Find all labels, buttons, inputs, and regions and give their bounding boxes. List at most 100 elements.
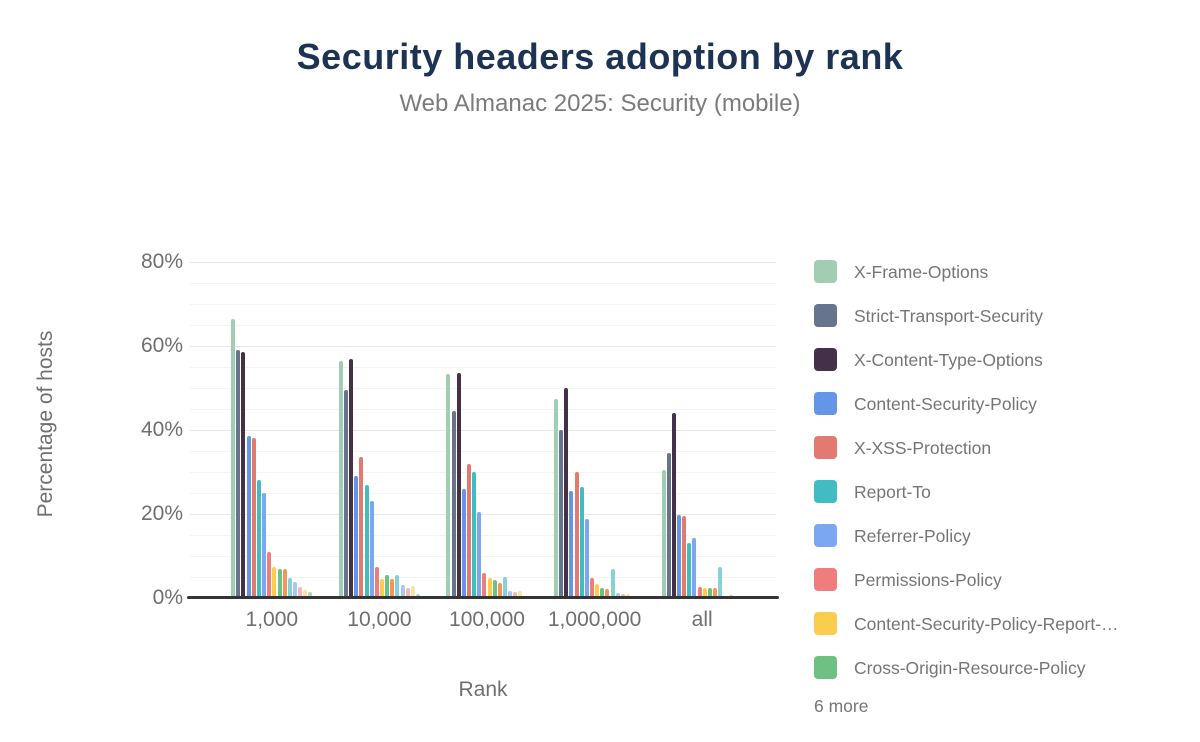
- bar-more-10-1-000[interactable]: [282, 568, 287, 598]
- bar-more-14-1-000[interactable]: [303, 590, 308, 598]
- bar-x-xss-protection-1-000-000[interactable]: [574, 472, 579, 598]
- bar-permissions-policy-all[interactable]: [697, 586, 702, 598]
- bar-content-security-policy-report-all[interactable]: [702, 588, 707, 598]
- bar-strict-transport-security-1-000[interactable]: [236, 350, 241, 598]
- x-tick-label-1-000: 1,000: [245, 608, 299, 631]
- bar-x-xss-protection-10-000[interactable]: [359, 457, 364, 598]
- x-tick-label-100-000: 100,000: [449, 608, 525, 631]
- gridline: [190, 304, 776, 305]
- bar-cross-origin-resource-policy-100-000[interactable]: [492, 579, 497, 598]
- bar-x-content-type-options-100-000[interactable]: [456, 372, 461, 598]
- bar-more-13-100-000[interactable]: [513, 592, 518, 598]
- bar-content-security-policy-report-1-000-000[interactable]: [595, 584, 600, 598]
- bar-cross-origin-resource-policy-1-000-000[interactable]: [600, 587, 605, 598]
- bar-more-11-100-000[interactable]: [503, 576, 508, 598]
- gridline: [190, 493, 776, 494]
- x-tick-label-1-000-000: 1,000,000: [547, 608, 642, 631]
- bar-report-to-1-000-000[interactable]: [579, 486, 584, 598]
- bar-cross-origin-resource-policy-all[interactable]: [707, 588, 712, 598]
- bar-strict-transport-security-100-000[interactable]: [451, 411, 456, 598]
- bar-more-12-1-000[interactable]: [292, 581, 297, 598]
- legend-item-content-security-policy-report[interactable]: Content-Security-Policy-Report-…: [814, 612, 1194, 636]
- bar-more-14-100-000[interactable]: [518, 590, 523, 598]
- bar-more-10-10-000[interactable]: [390, 579, 395, 598]
- legend-item-report-to[interactable]: Report-To: [814, 480, 1194, 504]
- bar-content-security-policy-1-000-000[interactable]: [569, 490, 574, 598]
- bar-content-security-policy-1-000[interactable]: [246, 436, 251, 598]
- y-tick-label: 60%: [140, 334, 183, 357]
- bar-strict-transport-security-all[interactable]: [666, 453, 671, 598]
- bar-content-security-policy-report-100-000[interactable]: [487, 577, 492, 598]
- bar-content-security-policy-100-000[interactable]: [461, 488, 466, 598]
- y-axis-title: Percentage of hosts: [34, 330, 57, 518]
- bar-content-security-policy-10-000[interactable]: [354, 476, 359, 598]
- bar-permissions-policy-100-000[interactable]: [482, 572, 487, 598]
- gridline: [190, 262, 776, 263]
- bar-more-11-10-000[interactable]: [395, 574, 400, 598]
- bar-permissions-policy-10-000[interactable]: [374, 566, 379, 598]
- bar-x-frame-options-1-000-000[interactable]: [553, 398, 558, 598]
- bar-more-11-all[interactable]: [718, 566, 723, 598]
- bar-report-to-all[interactable]: [687, 542, 692, 598]
- legend-swatch-content-security-policy-report: [814, 612, 837, 635]
- bar-x-content-type-options-1-000[interactable]: [241, 352, 246, 598]
- bar-more-15-10-000[interactable]: [416, 593, 421, 598]
- bar-more-15-1-000[interactable]: [308, 592, 313, 598]
- legend-item-x-frame-options[interactable]: X-Frame-Options: [814, 260, 1194, 284]
- bar-x-frame-options-10-000[interactable]: [338, 360, 343, 598]
- bar-x-xss-protection-1-000[interactable]: [251, 438, 256, 598]
- bar-x-frame-options-100-000[interactable]: [446, 374, 451, 598]
- bar-more-12-10-000[interactable]: [400, 585, 405, 598]
- legend-more[interactable]: 6 more: [814, 696, 869, 716]
- gridline: [190, 409, 776, 410]
- bar-x-frame-options-all[interactable]: [661, 469, 666, 598]
- bar-x-frame-options-1-000[interactable]: [231, 318, 236, 598]
- gridline: [190, 367, 776, 368]
- bar-referrer-policy-all[interactable]: [692, 537, 697, 598]
- bar-report-to-100-000[interactable]: [472, 472, 477, 598]
- bar-strict-transport-security-10-000[interactable]: [343, 390, 348, 598]
- legend-item-referrer-policy[interactable]: Referrer-Policy: [814, 524, 1194, 548]
- bar-x-content-type-options-1-000-000[interactable]: [564, 388, 569, 598]
- gridline: [190, 325, 776, 326]
- bar-x-xss-protection-100-000[interactable]: [466, 463, 471, 598]
- bar-content-security-policy-all[interactable]: [677, 515, 682, 598]
- legend-item-x-content-type-options[interactable]: X-Content-Type-Options: [814, 348, 1194, 372]
- bar-more-10-100-000[interactable]: [497, 583, 502, 598]
- bar-permissions-policy-1-000-000[interactable]: [590, 578, 595, 598]
- bar-permissions-policy-1-000[interactable]: [267, 551, 272, 598]
- bar-x-content-type-options-10-000[interactable]: [349, 358, 354, 598]
- bar-more-10-all[interactable]: [713, 587, 718, 598]
- bar-cross-origin-resource-policy-1-000[interactable]: [277, 569, 282, 598]
- gridline: [190, 514, 776, 515]
- bar-referrer-policy-100-000[interactable]: [477, 511, 482, 598]
- bar-more-12-1-000-000[interactable]: [615, 593, 620, 598]
- bar-referrer-policy-1-000[interactable]: [262, 493, 267, 598]
- legend-item-strict-transport-security[interactable]: Strict-Transport-Security: [814, 304, 1194, 328]
- bar-report-to-1-000[interactable]: [256, 480, 261, 598]
- bar-cross-origin-resource-policy-10-000[interactable]: [385, 574, 390, 598]
- bar-more-11-1-000[interactable]: [287, 577, 292, 598]
- gridline: [190, 283, 776, 284]
- bar-more-13-10-000[interactable]: [405, 588, 410, 598]
- legend-item-x-xss-protection[interactable]: X-XSS-Protection: [814, 436, 1194, 460]
- bar-referrer-policy-10-000[interactable]: [369, 501, 374, 598]
- bar-content-security-policy-report-1-000[interactable]: [272, 566, 277, 598]
- bar-more-13-1-000[interactable]: [298, 586, 303, 598]
- legend-item-cross-origin-resource-policy[interactable]: Cross-Origin-Resource-Policy: [814, 656, 1194, 680]
- legend-item-content-security-policy[interactable]: Content-Security-Policy: [814, 392, 1194, 416]
- bar-more-13-1-000-000[interactable]: [620, 593, 625, 598]
- bar-more-11-1-000-000[interactable]: [610, 569, 615, 598]
- bar-strict-transport-security-1-000-000[interactable]: [559, 430, 564, 598]
- legend-item-permissions-policy[interactable]: Permissions-Policy: [814, 568, 1194, 592]
- legend-swatch-cross-origin-resource-policy: [814, 656, 837, 679]
- bar-more-12-100-000[interactable]: [508, 590, 513, 598]
- gridline: [190, 535, 776, 536]
- bar-referrer-policy-1-000-000[interactable]: [584, 519, 589, 598]
- bar-x-content-type-options-all[interactable]: [671, 413, 676, 598]
- bar-more-14-10-000[interactable]: [410, 586, 415, 598]
- bar-x-xss-protection-all[interactable]: [682, 516, 687, 598]
- bar-content-security-policy-report-10-000[interactable]: [379, 579, 384, 598]
- bar-more-10-1-000-000[interactable]: [605, 589, 610, 598]
- bar-report-to-10-000[interactable]: [364, 484, 369, 598]
